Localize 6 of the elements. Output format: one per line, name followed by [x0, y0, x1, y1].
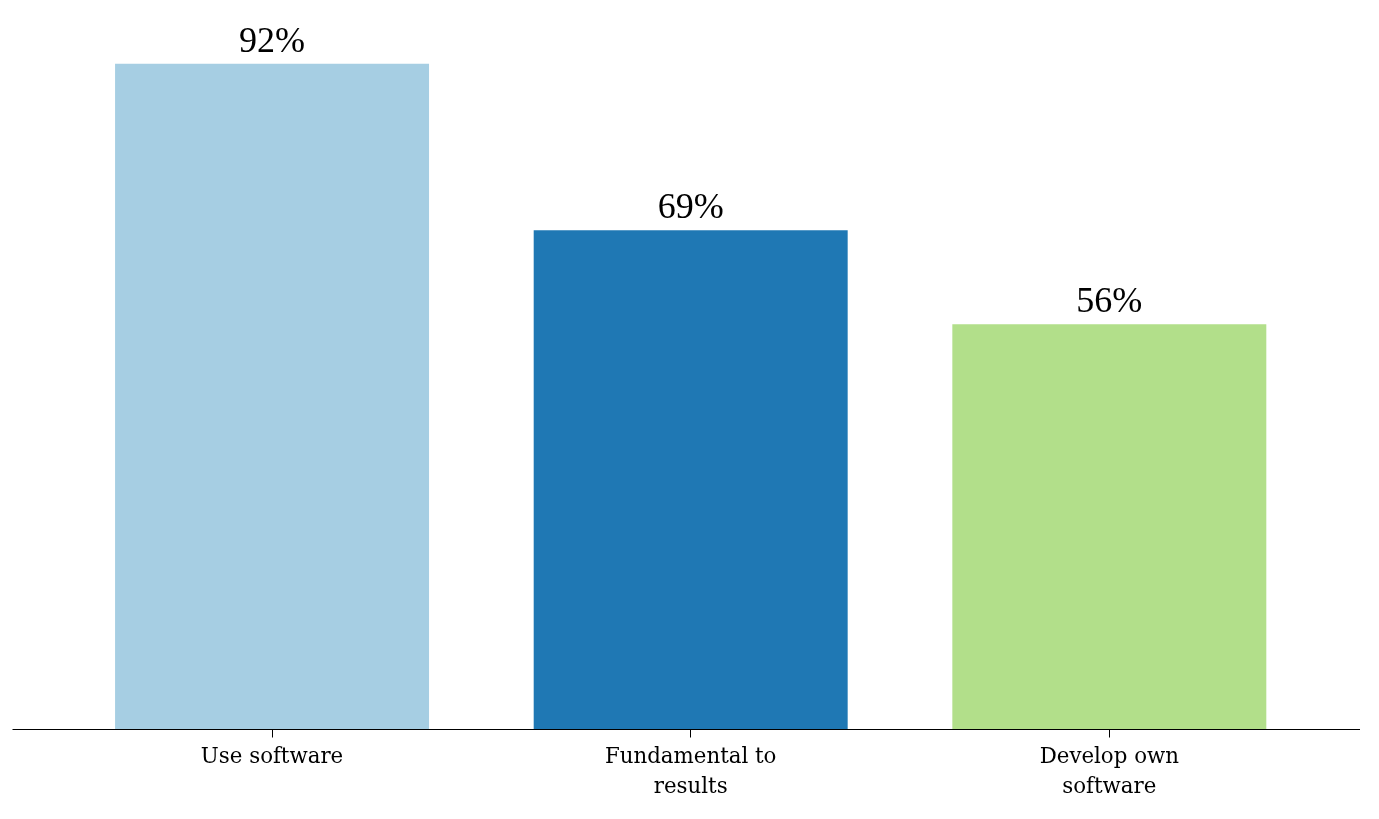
x-tick-label: Develop own software: [1039, 742, 1180, 798]
data-label: 56%: [1076, 280, 1143, 321]
x-tick-label: Fundamental to results: [604, 742, 777, 798]
data-label: 69%: [657, 186, 724, 227]
data-label: 92%: [239, 19, 306, 60]
x-tick-label: Use software: [200, 742, 344, 768]
